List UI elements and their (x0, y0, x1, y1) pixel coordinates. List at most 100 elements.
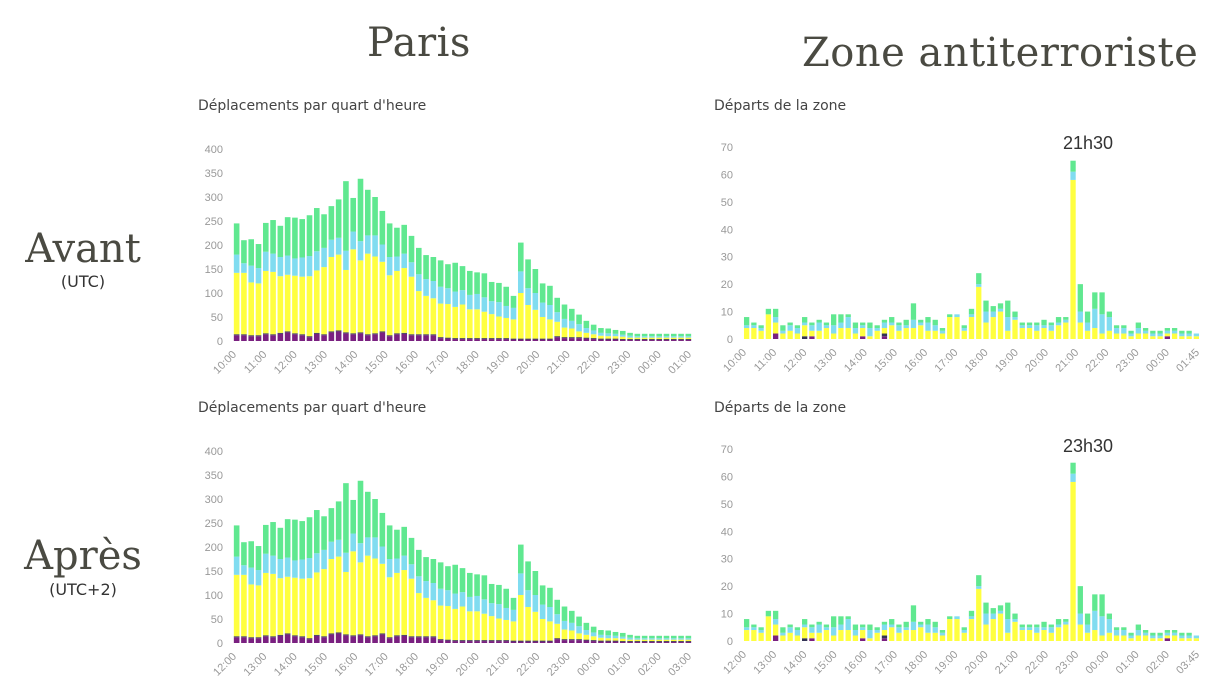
x-tick-label: 19:00 (993, 347, 1021, 375)
bar-segment (372, 635, 378, 637)
bar-segment (510, 339, 517, 341)
bar-segment (510, 621, 517, 641)
bar-segment (1150, 330, 1156, 334)
bar-segment (743, 325, 750, 329)
bar-segment (313, 553, 320, 573)
bar-segment (605, 640, 612, 642)
bar-segment (1063, 317, 1069, 320)
y-tick-label: 70 (721, 444, 733, 456)
x-tick-label: 21:00 (484, 651, 512, 679)
bar-segment (452, 608, 459, 641)
bar-segment (262, 334, 269, 341)
bar-segment (474, 611, 480, 641)
bar-segment (1055, 627, 1062, 641)
x-tick-label: 21:00 (1053, 347, 1081, 375)
bar-segment (1193, 336, 1200, 339)
bar-segment (1026, 627, 1033, 631)
bar-segment (939, 635, 946, 641)
bar-segment (292, 577, 298, 636)
bar-segment (845, 317, 851, 329)
column-title-zone: Zone antiterroriste (802, 30, 1199, 76)
bar-segment (678, 638, 684, 640)
bar-segment (1164, 330, 1171, 334)
bar-segment (335, 330, 342, 332)
bar-segment (656, 638, 663, 640)
bar-segment (401, 224, 408, 254)
bar-segment (313, 332, 320, 334)
bar-segment (415, 576, 422, 594)
bar-segment (1128, 336, 1134, 339)
bar-segment (772, 322, 779, 334)
bar-segment (590, 640, 597, 642)
bar-segment (816, 632, 822, 641)
bar-segment (423, 637, 429, 643)
bar-segment (372, 636, 378, 643)
bar-segment (372, 235, 378, 257)
bar-segment (474, 309, 480, 339)
bar-segment (656, 642, 663, 643)
bar-segment (772, 308, 779, 318)
bar-segment (1041, 319, 1047, 326)
bar-segment (306, 639, 313, 643)
bar-segment (328, 257, 335, 332)
bar-segment (619, 334, 626, 337)
bar-segment (634, 340, 641, 341)
bar-segment (634, 635, 641, 639)
bar-segment (568, 308, 575, 321)
bar-segment (1106, 317, 1112, 331)
bar-segment (335, 331, 342, 341)
bar-segment (598, 338, 604, 340)
bar-segment (532, 595, 539, 612)
bar-segment (874, 325, 880, 329)
bar-segment (437, 338, 444, 341)
bar-segment (881, 638, 888, 641)
bar-segment (262, 553, 269, 573)
bar-segment (241, 335, 247, 341)
bar-segment (1186, 336, 1192, 339)
bar-segment (503, 317, 510, 339)
bar-segment (1077, 624, 1083, 641)
bar-segment (874, 330, 880, 339)
bar-segment (678, 333, 684, 337)
bar-segment (1048, 632, 1054, 641)
bar-segment (284, 255, 291, 275)
x-tick-label: 22:00 (575, 349, 603, 377)
bar-segment (685, 340, 692, 341)
bar-segment (430, 583, 437, 601)
bar-segment (452, 564, 459, 594)
bar-segment (997, 605, 1004, 611)
bar-segment (415, 636, 422, 638)
bar-segment (481, 599, 488, 614)
bar-segment (968, 308, 975, 315)
bar-segment (394, 256, 400, 271)
bar-segment (670, 641, 677, 643)
x-tick-label: 23:00 (545, 651, 573, 679)
bar-segment (277, 225, 284, 257)
x-tick-label: 20:00 (1023, 347, 1051, 375)
bar-segment (598, 641, 604, 643)
x-tick-label: 00:00 (575, 651, 603, 679)
bar-segment (874, 630, 880, 633)
bar-segment (1135, 635, 1141, 641)
x-tick-label: 20:00 (454, 651, 482, 679)
bar-segment (277, 332, 284, 334)
bar-segment (881, 630, 888, 636)
bar-segment (415, 274, 422, 292)
bar-segment (372, 558, 378, 636)
bar-segment (423, 636, 429, 638)
bar-segment (802, 624, 808, 628)
bar-segment (496, 604, 502, 619)
bar-segment (809, 627, 815, 633)
bar-segment (598, 332, 604, 336)
bar-segment (860, 638, 866, 641)
bar-segment (1142, 333, 1149, 339)
bar-segment (313, 333, 320, 341)
bar-segment (525, 288, 531, 305)
bar-segment (532, 641, 539, 643)
bar-segment (386, 637, 393, 639)
row-subtitle-before: (UTC) (60, 272, 106, 291)
bar-segment (306, 578, 313, 639)
x-tick-label: 02:00 (636, 651, 664, 679)
bar-segment (1179, 336, 1185, 339)
bar-segment (990, 613, 996, 620)
